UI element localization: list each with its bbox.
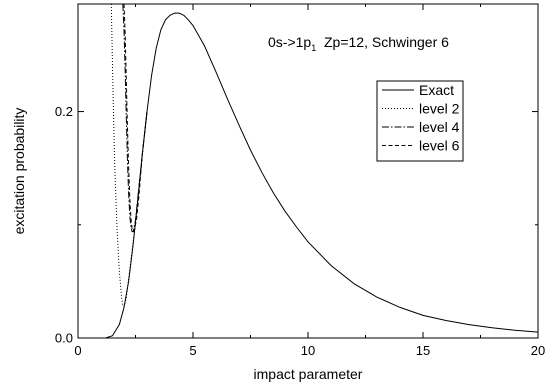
x-tick-label: 0 [74, 343, 81, 358]
legend-label: level 2 [419, 101, 460, 117]
x-tick-label: 15 [416, 343, 430, 358]
annotation-subscript: 1 [311, 43, 316, 53]
series-layer [105, 4, 538, 338]
series-line-level-6 [123, 4, 148, 233]
ticks-layer: 0 5 10 15 20 0.0 0.2 [55, 4, 545, 358]
x-tick-label: 5 [189, 343, 196, 358]
y-tick-label: 0.2 [55, 104, 73, 119]
annotation-suffix: Zp=12, Schwinger 6 [316, 34, 449, 50]
series-line-exact [105, 12, 538, 338]
chart-annotation: 0s->1p1 Zp=12, Schwinger 6 [268, 34, 449, 53]
legend-box [376, 80, 464, 162]
legend-label: level 6 [419, 138, 460, 154]
x-tick-label: 10 [301, 343, 315, 358]
plot-frame [77, 3, 539, 339]
legend: Exact level 2 level 4 level 6 [376, 80, 464, 162]
x-tick-label: 20 [531, 343, 545, 358]
y-tick-label: 0.0 [55, 331, 73, 346]
annotation-prefix: 0s->1p [268, 34, 311, 50]
legend-label: level 4 [419, 119, 460, 135]
series-line-level-2 [110, 4, 148, 308]
legend-label: Exact [419, 82, 454, 98]
series-line-level-4 [122, 4, 148, 233]
x-axis-title: impact parameter [254, 366, 363, 382]
y-axis-title: excitation probability [11, 108, 27, 235]
